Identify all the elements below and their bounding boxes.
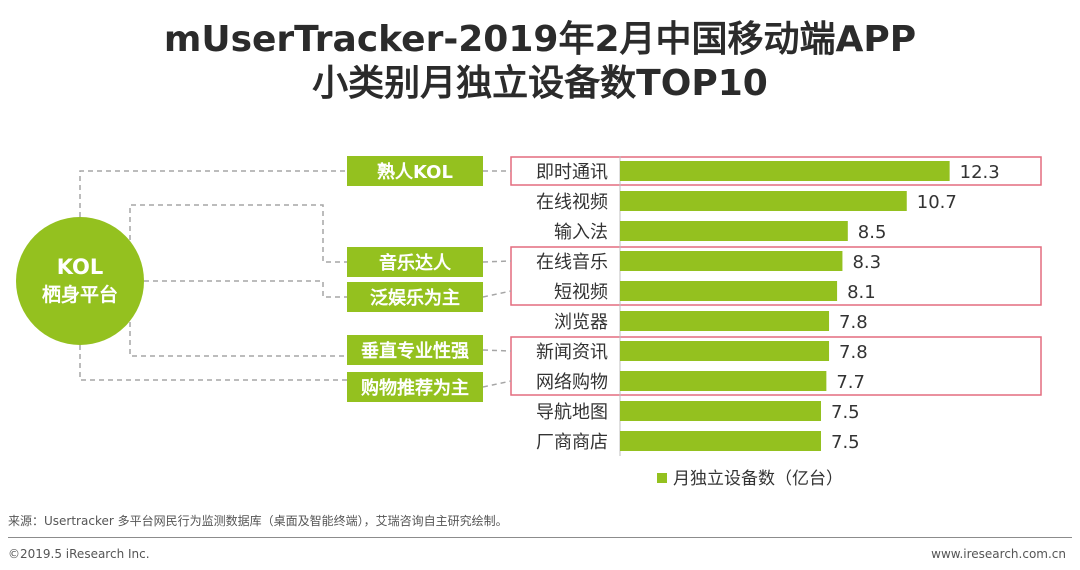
legend-label: 月独立设备数（亿台） [673, 469, 843, 489]
kol-platform-label-line1: KOL [57, 255, 104, 279]
kol-platform-circle [16, 217, 144, 345]
category-label: 导航地图 [536, 402, 608, 423]
highlight-box-2 [510, 246, 1042, 306]
kol-tag-box [347, 282, 483, 312]
kol-tag-label: 购物推荐为主 [361, 377, 469, 399]
highlight-box-3 [510, 336, 1042, 396]
bar [620, 341, 830, 361]
category-label: 厂商商店 [536, 432, 608, 453]
bar [620, 401, 821, 421]
legend-swatch [657, 473, 667, 483]
chart-title-line2: 小类别月独立设备数TOP10 [312, 63, 768, 104]
tag-to-row-connector [482, 349, 512, 352]
website: www.iresearch.com.cn [931, 547, 1066, 561]
category-label: 在线视频 [536, 192, 608, 213]
value-label: 10.7 [917, 192, 957, 213]
connector-line [129, 322, 347, 357]
tag-to-row-connector [482, 260, 512, 263]
value-label: 8.3 [852, 252, 881, 273]
connector-line [79, 345, 347, 381]
category-label: 浏览器 [554, 312, 608, 333]
tag-to-row-connector [482, 290, 512, 298]
source-note: 来源：Usertracker 多平台网民行为监测数据库（桌面及智能终端），艾瑞咨… [8, 514, 508, 528]
bar [620, 311, 830, 331]
chart-title-line1: mUserTracker-2019年2月中国移动端APP [163, 19, 917, 60]
value-label: 7.7 [836, 372, 865, 393]
bar [620, 161, 950, 181]
bar [620, 431, 821, 451]
bar [620, 191, 907, 211]
kol-tag-box [347, 156, 483, 186]
value-label: 8.5 [858, 222, 887, 243]
category-label: 新闻资讯 [536, 342, 608, 363]
kol-platform-label-line2: 栖身平台 [42, 283, 118, 306]
bar [620, 371, 827, 391]
connector-line [79, 170, 347, 217]
copyright: ©2019.5 iResearch Inc. [8, 547, 150, 561]
kol-tag-box [347, 335, 483, 365]
kol-tag-box [347, 372, 483, 402]
kol-tag-label: 泛娱乐为主 [370, 287, 460, 309]
value-label: 7.8 [839, 312, 868, 333]
category-label: 输入法 [554, 222, 608, 243]
kol-tag-label: 音乐达人 [379, 252, 452, 274]
category-label: 在线音乐 [536, 252, 608, 273]
bar [620, 221, 848, 241]
tag-to-row-connector [482, 380, 512, 388]
value-label: 7.5 [831, 402, 860, 423]
connector-line [144, 280, 347, 298]
kol-tag-label: 熟人KOL [377, 161, 453, 183]
kol-tag-label: 垂直专业性强 [361, 340, 469, 362]
connector-line [129, 204, 347, 263]
category-label: 短视频 [554, 282, 608, 303]
value-label: 7.8 [839, 342, 868, 363]
value-label: 7.5 [831, 432, 860, 453]
bar [620, 251, 843, 271]
category-label: 网络购物 [536, 372, 608, 393]
kol-tag-box [347, 247, 483, 277]
bar [620, 281, 838, 301]
category-label: 即时通讯 [536, 162, 608, 183]
value-label: 12.3 [960, 162, 1000, 183]
value-label: 8.1 [847, 282, 876, 303]
footer-divider [8, 537, 1072, 538]
